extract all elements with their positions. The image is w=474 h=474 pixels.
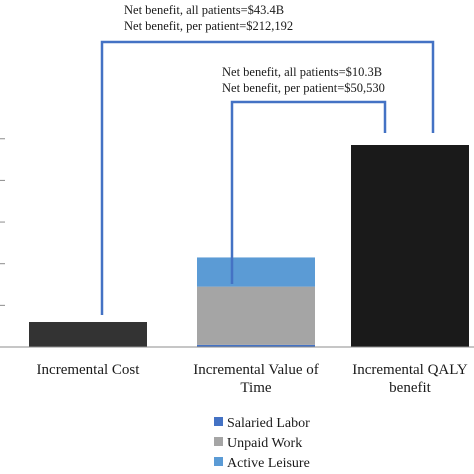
legend-label: Salaried Labor (227, 416, 310, 431)
category-label: Time (240, 380, 271, 396)
legend-swatch (214, 417, 223, 426)
legend-label: Unpaid Work (227, 436, 302, 451)
legend-swatch (214, 437, 223, 446)
category-label: benefit (389, 380, 431, 396)
bar-segment-1-2 (197, 344, 315, 347)
annotation-text: Net benefit, all patients=$43.4B (124, 3, 284, 17)
bracket-inner (230, 100, 387, 284)
category-label: Incremental QALY (352, 362, 468, 378)
category-label: Incremental Cost (37, 362, 141, 378)
bar-segment-0-0 (29, 322, 147, 347)
legend-label: Active Leisure (227, 456, 310, 471)
legend-swatch (214, 457, 223, 466)
annotation-text: Net benefit, all patients=$10.3B (222, 65, 382, 79)
annotation-text: Net benefit, per patient=$50,530 (222, 81, 385, 95)
bar-segment-2-1 (351, 145, 469, 347)
annotation-text: Net benefit, per patient=$212,192 (124, 19, 293, 33)
bracket-outer (100, 40, 435, 315)
category-label: Incremental Value of (193, 362, 319, 378)
bar-segment-1-4 (197, 257, 315, 287)
bar-segment-1-3 (197, 286, 315, 345)
